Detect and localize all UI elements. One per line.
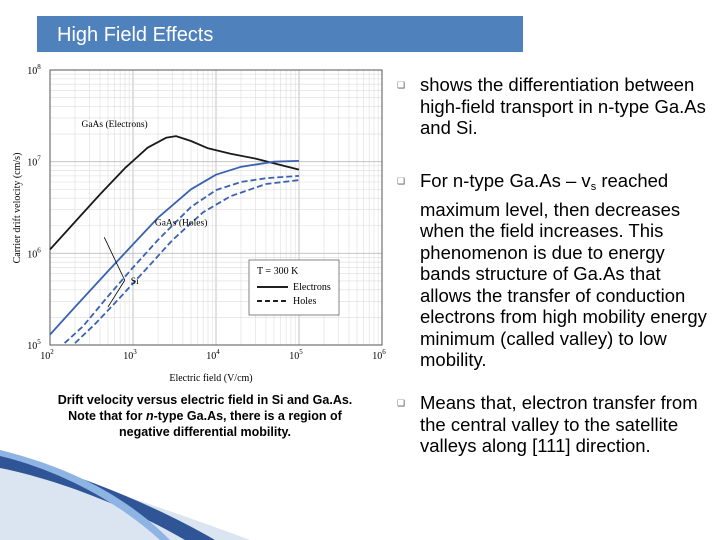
tick-labels: 102 103 104 105 106 105 106 107 108 <box>27 63 386 362</box>
plot-frame <box>49 69 383 346</box>
y-tick-exponent: 6 <box>37 246 41 254</box>
y-axis-label: Carrier drift velocity (cm/s) <box>12 153 23 264</box>
bullet-text-sub: s <box>590 181 597 193</box>
series-line <box>49 160 300 336</box>
x-tick-label: 106 <box>372 348 386 362</box>
bullet-text: shows the differentiation between high-f… <box>420 74 706 138</box>
y-tick-label: 105 <box>27 338 41 352</box>
x-tick-exponent: 4 <box>216 348 220 356</box>
si-pointer-line <box>103 237 126 281</box>
bullet-icon: ❏ <box>397 80 406 90</box>
x-tick-exponent: 6 <box>382 348 386 356</box>
caption-line-2: Note that for n-type Ga.As, there is a r… <box>20 408 390 424</box>
chart-svg: 102 103 104 105 106 105 106 107 108 GaAs (Electr… <box>12 63 386 384</box>
annotation-label: Si <box>131 277 139 287</box>
x-tick-label: 104 <box>206 348 220 362</box>
bullet-icon: ❏ <box>397 176 406 186</box>
series-line <box>63 175 300 344</box>
y-tick-exponent: 5 <box>37 338 41 346</box>
bullet-text: For n-type Ga.As – vs reached maximum le… <box>420 170 716 371</box>
annotation-label: GaAs (Holes) <box>155 218 208 229</box>
si-pointer-line <box>107 280 126 308</box>
caption-line-1: Drift velocity versus electric field in … <box>57 393 353 407</box>
series-line <box>74 179 300 344</box>
x-tick-exponent: 3 <box>133 348 137 356</box>
legend-label-holes: Holes <box>293 296 316 307</box>
bullet-icon: ❏ <box>397 398 406 408</box>
y-tick-label: 108 <box>27 63 41 77</box>
caption-line-2-pre: Note that for <box>68 409 146 423</box>
caption-line-2-post: -type Ga.As, there is a region of <box>153 409 342 423</box>
annotation-label: GaAs (Electrons) <box>81 119 147 130</box>
slide-title: High Field Effects <box>57 24 214 46</box>
caption-line-3: negative differential mobility. <box>118 425 292 439</box>
series-group <box>49 135 300 344</box>
x-tick-label: 102 <box>40 348 54 362</box>
y-tick-exponent: 7 <box>37 155 41 163</box>
y-tick-exponent: 8 <box>37 63 41 71</box>
legend-box: T = 300 K Electrons Holes <box>248 259 340 316</box>
x-tick-exponent: 5 <box>299 348 303 356</box>
bullet-text-post: reached maximum level, then decreases wh… <box>420 170 707 370</box>
legend-title: T = 300 K <box>257 266 299 277</box>
annotation-group: GaAs (Electrons) GaAs (Holes) Si <box>81 119 208 308</box>
x-tick-label: 105 <box>289 348 303 362</box>
x-tick-label: 103 <box>123 348 137 362</box>
y-tick-label: 106 <box>27 246 41 260</box>
x-tick-exponent: 2 <box>50 348 54 356</box>
legend-label-electrons: Electrons <box>293 282 331 293</box>
caption-line-2-italic: n <box>145 409 154 423</box>
title-bar: High Field Effects <box>37 16 523 52</box>
x-axis-label: Electric field (V/cm) <box>169 373 252 384</box>
drift-velocity-chart: 102 103 104 105 106 105 106 107 108 GaAs (Electr… <box>6 60 388 390</box>
series-line <box>49 135 300 251</box>
figure-caption: Drift velocity versus electric field in … <box>20 392 390 440</box>
corner-decoration <box>0 450 250 540</box>
y-tick-label: 107 <box>27 155 41 169</box>
bullet-text: Means that, electron transfer from the c… <box>420 392 698 456</box>
bullet-text-pre: For n-type Ga.As – v <box>420 170 591 191</box>
